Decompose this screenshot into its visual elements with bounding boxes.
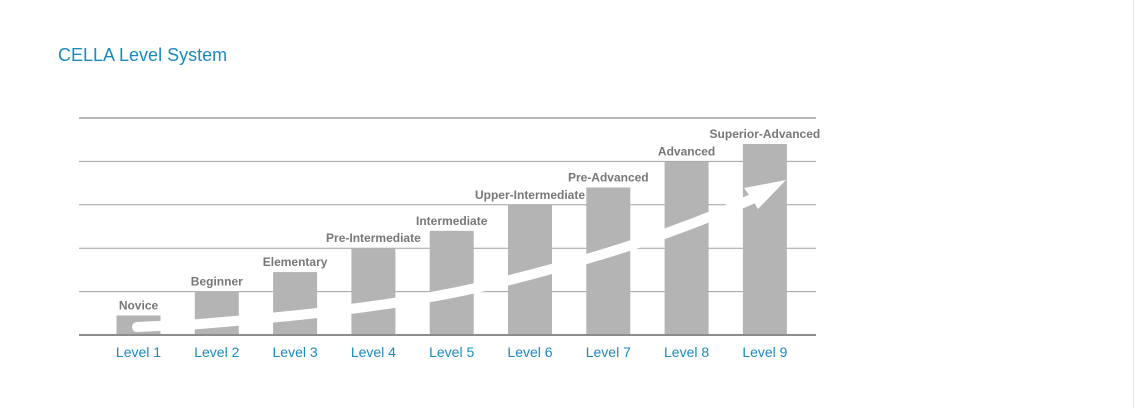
category-label: Level 5 <box>429 344 474 360</box>
bar-label: Intermediate <box>416 214 488 228</box>
bar-label: Advanced <box>658 144 715 158</box>
bar <box>273 272 318 335</box>
bar-label: Pre-Advanced <box>568 170 649 184</box>
bar-label: Upper-Intermediate <box>475 188 585 202</box>
bar-label: Novice <box>119 298 159 312</box>
category-label: Level 8 <box>664 344 709 360</box>
bar <box>351 248 396 335</box>
bar <box>429 230 474 335</box>
bar <box>664 161 709 335</box>
bar-label: Superior-Advanced <box>710 127 821 141</box>
category-label: Level 7 <box>586 344 631 360</box>
page-edge-divider <box>1133 0 1134 408</box>
category-label: Level 6 <box>507 344 552 360</box>
category-label: Level 1 <box>116 344 161 360</box>
category-label: Level 3 <box>273 344 318 360</box>
category-label: Level 2 <box>194 344 239 360</box>
bar-label: Elementary <box>263 255 328 269</box>
bar-label: Beginner <box>191 275 243 289</box>
progress-arrow-shaft <box>132 194 757 332</box>
progress-arrow-head <box>744 180 786 209</box>
page-title: CELLA Level System <box>58 45 228 65</box>
category-label: Level 4 <box>351 344 396 360</box>
bar-label: Pre-Intermediate <box>326 231 421 245</box>
bar <box>742 144 787 335</box>
category-label: Level 9 <box>742 344 787 360</box>
